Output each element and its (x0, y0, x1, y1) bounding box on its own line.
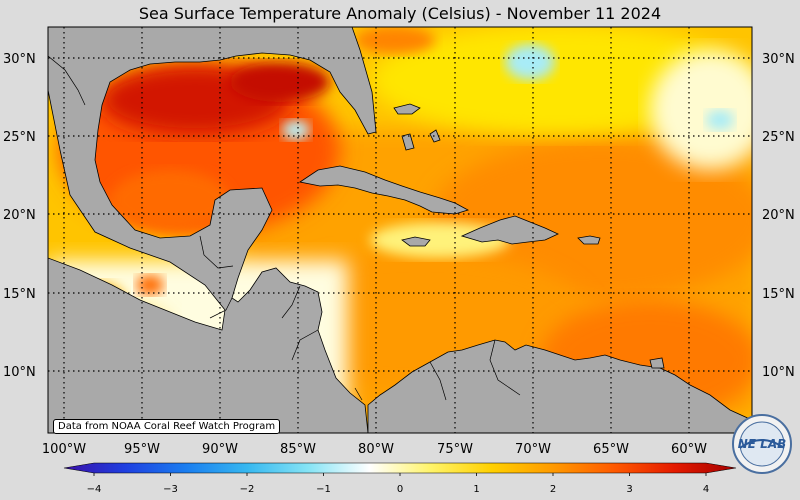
lat-label-left: 20°N (3, 208, 36, 223)
map-title: Sea Surface Temperature Anomaly (Celsius… (138, 4, 662, 23)
data-credit-note: Data from NOAA Coral Reef Watch Program (53, 419, 281, 434)
florida-keys-island (393, 103, 421, 115)
lat-label-right: 25°N (762, 130, 795, 145)
colorbar-tick-label: 4 (703, 484, 709, 495)
colorbar-tick-label: −4 (87, 484, 102, 495)
lon-label: 100°W (42, 442, 86, 457)
colorbar-tick-label: 3 (626, 484, 632, 495)
cuba-land (298, 165, 470, 215)
lon-label: 70°W (515, 442, 551, 457)
longitude-labels: 100°W 95°W 90°W 85°W 80°W 75°W 70°W 65°W… (42, 442, 707, 457)
colorbar-tick-label: 2 (550, 484, 556, 495)
lat-label-left: 25°N (3, 130, 36, 145)
north-america-land (48, 27, 377, 433)
lat-label-left: 30°N (3, 52, 36, 67)
lat-label-left: 15°N (3, 287, 36, 302)
hispaniola-land (460, 215, 559, 245)
lat-label-right: 10°N (762, 365, 795, 380)
colorbar-tick-label: −1 (316, 484, 331, 495)
lon-label: 85°W (280, 442, 316, 457)
colorbar: −4 −3 −2 −1 0 1 2 3 4 (63, 462, 737, 495)
colorbar-tick-label: −3 (163, 484, 178, 495)
lon-label: 65°W (593, 442, 629, 457)
lon-label: 75°W (437, 442, 473, 457)
colorbar-tick-label: −2 (240, 484, 255, 495)
colorbar-tick-label: 0 (397, 484, 403, 495)
colorbar-tick-label: 1 (473, 484, 479, 495)
svg-text:NE LAB: NE LAB (738, 437, 787, 451)
jamaica-land (401, 236, 431, 247)
nesdis-lab-logo: NE LAB (732, 414, 792, 474)
colorbar-bar (63, 462, 737, 474)
lat-label-right: 30°N (762, 52, 795, 67)
lon-label: 90°W (202, 442, 238, 457)
map-frame (47, 26, 753, 434)
lat-label-left: 10°N (3, 365, 36, 380)
lon-label: 95°W (124, 442, 160, 457)
country-borders (48, 55, 521, 401)
land-masses (48, 27, 752, 433)
south-america-land (367, 339, 752, 433)
bahamas-island-1 (401, 133, 415, 151)
lon-label: 80°W (358, 442, 394, 457)
puerto-rico-land (577, 235, 601, 245)
lat-label-right: 15°N (762, 287, 795, 302)
latitude-labels: 30°N 25°N 20°N 15°N 10°N 30°N 25°N 20°N … (3, 52, 795, 380)
bahamas-island-2 (429, 129, 441, 143)
lat-label-right: 20°N (762, 208, 795, 223)
lon-label: 60°W (671, 442, 707, 457)
trinidad-island (649, 357, 665, 369)
map-panel[interactable] (48, 25, 770, 440)
